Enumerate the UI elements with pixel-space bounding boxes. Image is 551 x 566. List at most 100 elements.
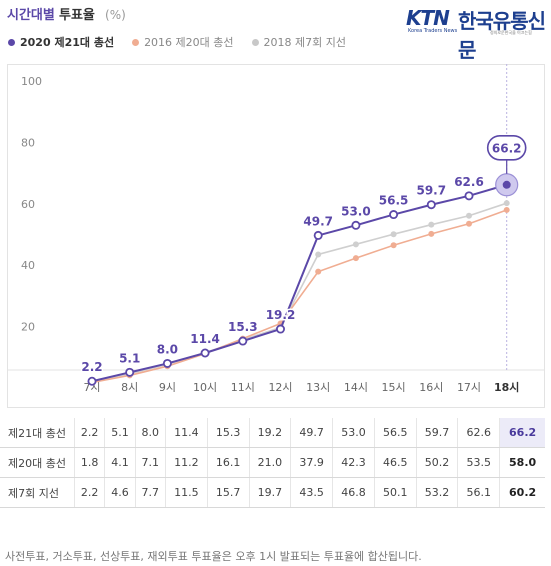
series-point-0 xyxy=(125,367,135,377)
table-cell: 2.2 xyxy=(74,477,106,508)
table-cell: 42.3 xyxy=(332,447,375,478)
highlight-bubble xyxy=(486,134,527,161)
series-point-1 xyxy=(352,255,359,262)
series-point-0 xyxy=(200,348,210,358)
table-cell: 46.5 xyxy=(374,447,417,478)
row-label: 제20대 총선 xyxy=(0,447,75,478)
table-cell: 11.4 xyxy=(165,418,208,448)
data-label: 11.4 xyxy=(190,332,220,346)
chart-legend: 2020 제21대 총선 2016 제20대 총선 2018 제7회 지선 xyxy=(8,34,346,50)
y-tick-label: 100 xyxy=(21,75,42,88)
chart-title: 시간대별 투표율 (%) xyxy=(7,4,126,23)
table-cell: 43.5 xyxy=(290,477,334,508)
table-cell: 7.7 xyxy=(135,477,166,508)
table-cell: 4.1 xyxy=(104,447,136,478)
x-tick-label: 8시 xyxy=(121,381,138,394)
y-tick-label: 40 xyxy=(21,259,35,272)
series-point-0 xyxy=(313,230,323,240)
series-point-2 xyxy=(390,231,397,238)
series-point-1 xyxy=(428,230,435,237)
series-point-2 xyxy=(315,251,322,258)
table-cell: 1.8 xyxy=(74,447,106,478)
logo-brand-sub: Korea Traders News xyxy=(408,28,458,34)
data-label: 53.0 xyxy=(341,204,371,218)
table-cell: 50.1 xyxy=(374,477,417,508)
ktn-logo: KTN Korea Traders News 한국유통신문 정의로운한국을 이끄… xyxy=(406,6,546,62)
table-cell: 53.5 xyxy=(457,447,501,478)
table-cell: 5.1 xyxy=(104,418,136,448)
series-point-2 xyxy=(503,200,510,207)
table-cell: 59.7 xyxy=(416,418,459,448)
legend-dot-2016 xyxy=(132,38,140,46)
x-tick-label: 11시 xyxy=(231,381,255,394)
x-tick-label: 7시 xyxy=(83,381,100,394)
table-cell: 19.7 xyxy=(249,477,292,508)
table-cell: 62.6 xyxy=(457,418,501,448)
data-label: 62.6 xyxy=(454,175,484,189)
row-label: 제21대 총선 xyxy=(0,418,75,448)
legend-item-2020: 2020 제21대 총선 xyxy=(8,34,114,50)
table-cell: 58.0 xyxy=(499,447,545,478)
title-main: 시간대별 xyxy=(7,8,55,23)
data-label: 56.5 xyxy=(379,194,409,208)
series-point-2 xyxy=(428,221,435,228)
table-cell: 53.2 xyxy=(416,477,459,508)
legend-item-2016: 2016 제20대 총선 xyxy=(132,34,234,50)
series-point-0 xyxy=(162,358,172,368)
x-tick-label: 15시 xyxy=(382,381,406,394)
table-cell: 8.0 xyxy=(135,418,166,448)
title-unit: (%) xyxy=(105,8,126,22)
data-label: 59.7 xyxy=(416,184,446,198)
footnote: 사전투표, 거소투표, 선상투표, 재외투표 투표율은 오후 1시 발표되는 투… xyxy=(5,550,422,563)
table-cell: 15.3 xyxy=(207,418,250,448)
line-chart: 20 40 60 80 100 7시 8시 9시 10시 11시 12시 13시 14시 15시 16시 17… xyxy=(7,64,545,408)
table-row: 제7회 지선 2.2 4.6 7.7 11.5 15.7 19.7 43.5 46.8 50.1 5… xyxy=(0,477,545,508)
x-tick-label: 14시 xyxy=(344,381,368,394)
series-point-0 xyxy=(426,200,436,210)
table-cell: 60.2 xyxy=(499,477,545,508)
series-point-1 xyxy=(315,268,322,275)
series-line-0 xyxy=(91,183,507,383)
data-label: 19.2 xyxy=(266,308,296,322)
table-row: 제21대 총선 2.2 5.1 8.0 11.4 15.3 19.2 49.7 53.0 56.5… xyxy=(0,418,545,448)
series-point-1 xyxy=(466,220,472,227)
legend-label-2020: 2020 제21대 총선 xyxy=(20,36,115,49)
legend-label-2018: 2018 제7회 지선 xyxy=(263,36,346,49)
series-point-0 xyxy=(351,220,361,230)
series-point-0 xyxy=(464,191,474,201)
table-cell: 11.5 xyxy=(165,477,208,508)
table-cell: 21.0 xyxy=(249,447,292,478)
series-point-0 xyxy=(389,210,399,220)
y-tick-label: 20 xyxy=(21,321,35,334)
series-point-0 xyxy=(87,376,97,386)
row-label: 제7회 지선 xyxy=(0,477,75,508)
y-tick-label: 80 xyxy=(21,136,35,149)
table-cell: 53.0 xyxy=(332,418,375,448)
table-cell: 19.2 xyxy=(249,418,292,448)
title-sub: 투표율 xyxy=(58,8,95,23)
series-point-2 xyxy=(352,241,359,248)
series-point-0 xyxy=(238,336,248,346)
table-cell: 46.8 xyxy=(332,477,375,508)
highlight-value: 66.2 xyxy=(492,141,522,155)
y-tick-label: 60 xyxy=(21,198,35,211)
table-cell: 37.9 xyxy=(290,447,334,478)
legend-item-2018: 2018 제7회 지선 xyxy=(251,34,346,50)
x-tick-label: 10시 xyxy=(193,381,217,394)
x-tick-label: 9시 xyxy=(159,381,176,394)
table-row: 제20대 총선 1.8 4.1 7.1 11.2 16.1 21.0 37.9 42.3 46.5… xyxy=(0,447,545,478)
legend-dot-2018 xyxy=(251,38,259,46)
table-cell: 7.1 xyxy=(135,447,166,478)
x-tick-label: 13시 xyxy=(306,381,330,394)
table-cell: 16.1 xyxy=(207,447,250,478)
legend-dot-2020 xyxy=(8,38,15,46)
series-line-1 xyxy=(91,209,507,384)
series-point-2 xyxy=(466,212,472,219)
logo-brand: KTN xyxy=(406,6,450,30)
table-cell: 56.5 xyxy=(374,418,417,448)
series-point-1 xyxy=(390,242,397,249)
data-label: 5.1 xyxy=(119,351,140,365)
data-label: 15.3 xyxy=(228,320,258,334)
table-cell: 2.2 xyxy=(74,418,106,448)
table-cell: 66.2 xyxy=(499,418,545,448)
